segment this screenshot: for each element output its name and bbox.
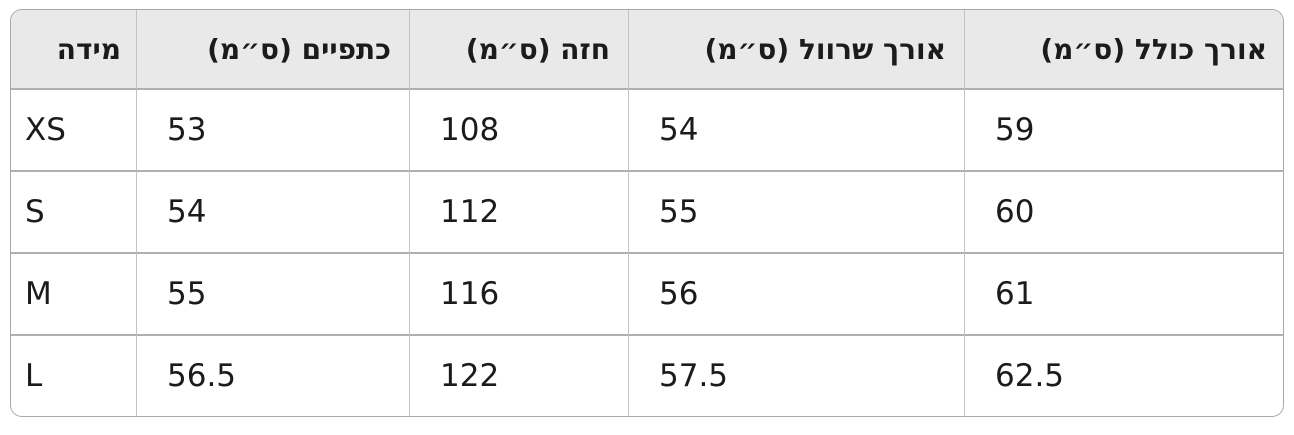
header-size: מידה	[11, 10, 136, 88]
cell-chest: 122	[409, 334, 628, 416]
table-row-l: L 56.5 122 57.5 62.5	[11, 334, 1283, 416]
header-chest: חזה (ס״מ)	[409, 10, 628, 88]
header-total-length: אורך כולל (ס״מ)	[964, 10, 1283, 88]
cell-chest: 112	[409, 170, 628, 252]
cell-size: XS	[11, 88, 136, 170]
cell-size: L	[11, 334, 136, 416]
cell-total-length: 60	[964, 170, 1283, 252]
cell-shoulders: 53	[136, 88, 409, 170]
table-row-m: M 55 116 56 61	[11, 252, 1283, 334]
table-header-row: מידה כתפיים (ס״מ) חזה (ס״מ) אורך שרוול (…	[11, 10, 1283, 88]
cell-sleeve-length: 57.5	[628, 334, 964, 416]
cell-sleeve-length: 54	[628, 88, 964, 170]
cell-sleeve-length: 55	[628, 170, 964, 252]
cell-chest: 116	[409, 252, 628, 334]
table-row-s: S 54 112 55 60	[11, 170, 1283, 252]
cell-shoulders: 54	[136, 170, 409, 252]
cell-chest: 108	[409, 88, 628, 170]
cell-total-length: 59	[964, 88, 1283, 170]
cell-shoulders: 55	[136, 252, 409, 334]
header-shoulders: כתפיים (ס״מ)	[136, 10, 409, 88]
cell-size: M	[11, 252, 136, 334]
cell-total-length: 62.5	[964, 334, 1283, 416]
cell-sleeve-length: 56	[628, 252, 964, 334]
table-row-xs: XS 53 108 54 59	[11, 88, 1283, 170]
cell-size: S	[11, 170, 136, 252]
cell-shoulders: 56.5	[136, 334, 409, 416]
size-chart: מידה כתפיים (ס״מ) חזה (ס״מ) אורך שרוול (…	[11, 10, 1283, 416]
header-sleeve-length: אורך שרוול (ס״מ)	[628, 10, 964, 88]
cell-total-length: 61	[964, 252, 1283, 334]
size-chart-table: מידה כתפיים (ס״מ) חזה (ס״מ) אורך שרוול (…	[10, 9, 1284, 417]
